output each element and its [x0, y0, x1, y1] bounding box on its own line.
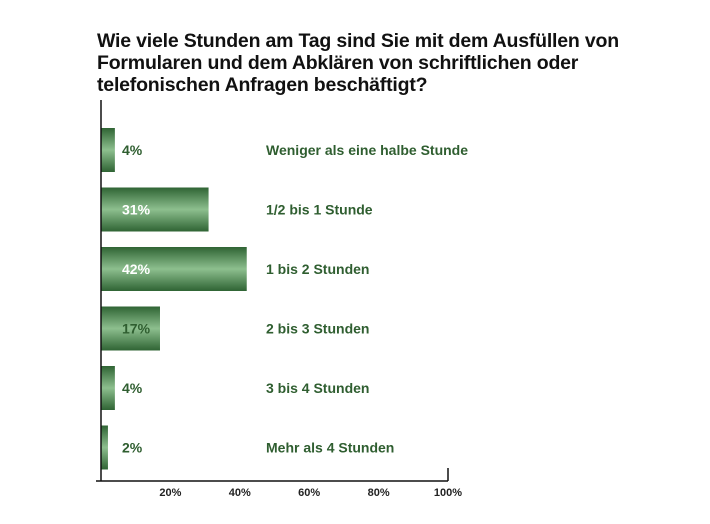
x-tick-label: 80% — [368, 487, 390, 499]
value-label: 31% — [122, 202, 151, 218]
bar — [101, 366, 115, 410]
bar — [101, 425, 108, 470]
bar — [101, 187, 209, 232]
bar — [101, 128, 115, 172]
bar — [101, 306, 160, 351]
category-label: 1/2 bis 1 Stunde — [266, 202, 373, 218]
x-tick-label: 100% — [434, 487, 462, 499]
bar — [101, 247, 247, 291]
value-label: 4% — [122, 142, 143, 158]
x-tick-label: 20% — [159, 487, 181, 499]
value-label: 17% — [122, 321, 151, 337]
value-label: 4% — [122, 380, 143, 396]
x-tick-label: 40% — [229, 487, 251, 499]
value-label: 2% — [122, 440, 143, 456]
category-label: 2 bis 3 Stunden — [266, 321, 369, 337]
category-label: Mehr als 4 Stunden — [266, 440, 394, 456]
category-label: 3 bis 4 Stunden — [266, 380, 369, 396]
value-label: 42% — [122, 261, 151, 277]
chart-title: Wie viele Stunden am Tag sind Sie mit de… — [97, 30, 619, 96]
category-label: 1 bis 2 Stunden — [266, 261, 369, 277]
category-label: Weniger als eine halbe Stunde — [266, 142, 468, 158]
x-tick-label: 60% — [298, 487, 320, 499]
